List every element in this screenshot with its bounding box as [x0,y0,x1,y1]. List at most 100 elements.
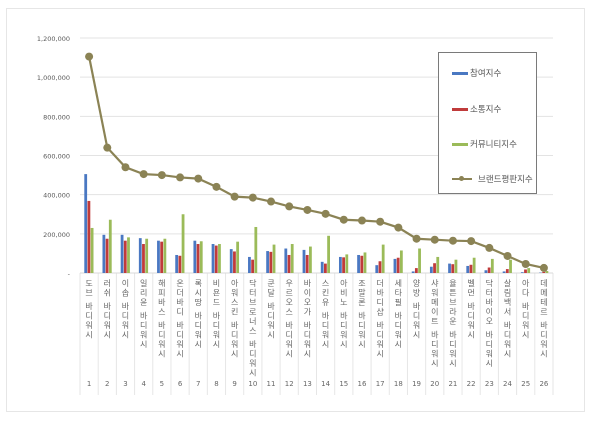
y-tick-label: 1,000,000 [37,74,70,82]
bar [266,251,270,273]
category-label-char: 워 [85,321,92,330]
category-label-char: 시 [140,340,147,349]
category-label-char: 땅 [195,297,203,307]
category-label-char: 워 [104,321,111,330]
bar [251,259,255,273]
category-label-char: 시 [486,359,493,368]
rank-label: 23 [485,380,494,388]
category-label-char: 시 [449,359,456,368]
line-marker [521,259,530,268]
category-label-char: 시 [122,331,129,340]
category-label-char: 바 [85,301,93,311]
line-marker [485,243,494,252]
category-label-char: 닥 [249,278,257,288]
legend-item-community: 커뮤니티지수 [452,138,517,150]
category-label-char: 조 [358,279,365,288]
line-marker [430,235,439,244]
category-label-char: 시 [267,331,274,340]
rank-label: 19 [412,380,421,388]
bar [357,254,360,273]
category-label-char: 백 [504,297,511,307]
bar [381,244,385,273]
category-label-char: 일 [140,279,147,288]
bar [327,235,330,273]
category-label-char: 워 [267,321,274,330]
category-label-char: 워 [376,340,383,349]
rank-label: 9 [232,380,236,388]
category-label-char: 디 [231,331,238,340]
line-marker [467,237,476,246]
bar [233,251,236,273]
category-label-char: 디 [176,308,183,317]
category-label-char: 시 [522,331,529,340]
category-label-char: 해 [158,278,165,288]
rank-label: 16 [358,380,367,388]
category-label-char: 워 [213,331,220,340]
line-marker [394,223,403,232]
bar [429,266,433,273]
line-marker [248,193,257,202]
bar [360,255,364,273]
category-label-char: 킨 [231,307,238,317]
category-label-char: 스 [158,308,165,317]
category-label-char: 러 [104,279,111,288]
category-label-char: 디 [286,331,293,340]
bar [127,237,130,273]
category-label-char: 가 [304,308,312,317]
category-label-char: 디 [395,321,402,330]
bar [120,234,124,273]
category-label-char: 바 [304,320,312,330]
category-label-char: 세 [395,279,402,288]
category-label-char: 브 [249,298,256,307]
rank-label: 7 [196,380,200,388]
category-label-char: 로 [249,308,256,317]
category-label-char: 쉬 [104,289,111,298]
bar [484,270,488,273]
bar [90,227,94,273]
category-label-char: 리 [140,289,147,298]
category-label-char: 디 [540,331,547,340]
rank-label: 5 [160,380,164,388]
category-label-char: 림 [504,288,511,298]
bar [509,259,512,273]
category-label-char: 르 [286,289,293,298]
category-label-char: 터 [486,289,493,298]
category-label-char: 비 [340,289,347,298]
bar [160,241,164,273]
category-label-char: 워 [358,331,365,340]
category-label-char: 디 [304,331,311,340]
category-label-char: 디 [376,331,383,340]
category-label-char: 시 [286,350,293,359]
blue-swatch-icon [452,71,468,75]
y-tick-label: 200,000 [43,231,70,239]
category-label-char: 시 [104,331,111,340]
rank-label: 25 [521,380,530,388]
bar [211,244,215,273]
legend-label: 커뮤니티지수 [470,140,517,150]
category-label-char: 트 [431,317,438,326]
category-label-char: 디 [322,321,329,330]
line-marker [448,236,457,245]
bar [272,244,276,273]
bar [287,254,291,273]
bar [84,174,88,273]
bar [469,264,473,273]
legend-label: 소통지수 [470,105,502,115]
category-label-char: 바 [176,297,184,307]
bar [451,264,455,273]
category-label-char: 이 [431,307,438,317]
rank-label: 1 [87,380,91,388]
line-marker [194,174,203,183]
category-label-char: 바 [304,278,312,288]
category-label-char: 워 [231,289,238,298]
category-label-char: 시 [176,350,183,359]
category-label-char: 스 [322,279,329,288]
bar [108,219,112,273]
category-label-char: 워 [249,359,256,368]
rank-label: 14 [321,380,330,388]
rank-label: 22 [467,380,476,388]
category-label-char: 바 [286,320,294,330]
category-label-char: 시 [376,350,383,359]
rank-label: 17 [376,380,385,388]
category-label-char: 드 [213,298,220,307]
